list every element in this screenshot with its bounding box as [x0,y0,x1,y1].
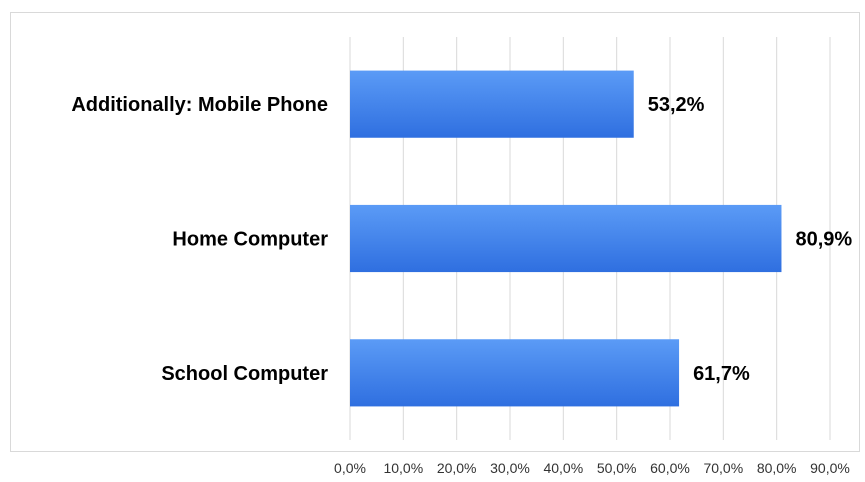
x-tick-label: 90,0% [810,460,850,476]
data-label: 61,7% [693,363,750,385]
category-label: Additionally: Mobile Phone [71,94,328,116]
x-tick-label: 0,0% [334,460,366,476]
x-tick-label: 60,0% [650,460,690,476]
bars [350,70,782,407]
bar-additionally-mobile-phone [350,70,634,138]
data-label: 80,9% [795,229,852,251]
x-tick-label: 20,0% [437,460,477,476]
x-tick-label: 10,0% [383,460,423,476]
x-tick-label: 40,0% [543,460,583,476]
labels: Additionally: Mobile Phone 53,2% Home Comp… [71,94,852,385]
bar-school-computer [350,339,680,407]
category-label: Home Computer [172,229,328,251]
x-axis-ticks: 0,0% 10,0% 20,0% 30,0% 40,0% 50,0% 60,0% 70,0% 8… [334,460,850,476]
x-tick-label: 70,0% [703,460,743,476]
x-tick-label: 50,0% [597,460,637,476]
bar-home-computer [350,204,782,273]
x-tick-label: 80,0% [757,460,797,476]
data-label: 53,2% [648,94,705,116]
category-label: School Computer [161,363,328,385]
x-tick-label: 30,0% [490,460,530,476]
